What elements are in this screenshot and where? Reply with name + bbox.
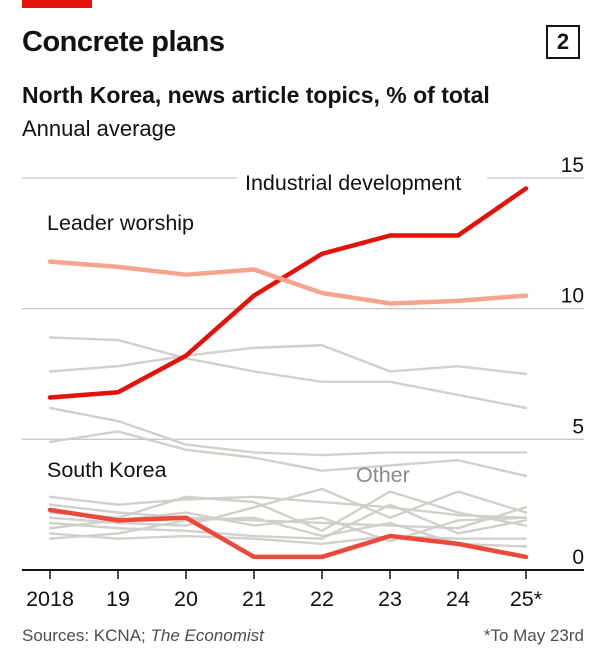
x-tick-label-3: 21 (242, 587, 266, 611)
footnote: *To May 23rd (483, 626, 584, 645)
x-tick-label-1: 19 (106, 587, 130, 611)
series-line-other-6 (48, 430, 528, 478)
x-tick-label-4: 22 (310, 587, 334, 611)
x-tick-label-5: 23 (378, 587, 402, 611)
x-tick-label-6: 24 (446, 587, 470, 611)
chart-subtitle: North Korea, news article topics, % of t… (22, 82, 490, 108)
sources-note: Sources: KCNA; The Economist (22, 626, 264, 646)
series-label-south-korea: South Korea (47, 458, 167, 482)
x-tick-label-0: 2018 (26, 587, 74, 611)
series-line-other-7 (48, 495, 528, 519)
series-line-other-4 (48, 344, 528, 376)
sources-prefix: Sources: KCNA; (22, 626, 151, 645)
series-line-other-5 (48, 406, 528, 457)
series-label-bg-industrial-development (237, 168, 487, 198)
series-line-other-13 (48, 532, 528, 546)
chart-unit-note: Annual average (22, 116, 177, 141)
y-tick-label-0: 0 (572, 546, 584, 569)
series-line-leader-worship (47, 259, 529, 306)
chart-title: Concrete plans (22, 26, 225, 58)
series-line-south-korea (47, 507, 529, 560)
line-chart: 0 5 10 15 Industrial development Leader worsh… (22, 154, 584, 611)
series-line-other-11 (48, 503, 528, 540)
series-line-industrial-development (47, 186, 529, 400)
series-line-other-10 (48, 487, 528, 527)
y-tick-label-10: 10 (561, 285, 584, 308)
sources-publication: The Economist (150, 626, 264, 645)
series-label-industrial-development: Industrial development (245, 171, 461, 195)
x-tick-label-2: 20 (174, 587, 198, 611)
series-line-other (48, 336, 528, 410)
x-tick-label-7: 25* (510, 587, 543, 611)
chart-number-badge: 2 (546, 25, 580, 59)
y-tick-label-5: 5 (572, 415, 584, 438)
series-label-other: Other (356, 463, 410, 487)
series-label-leader-worship: Leader worship (47, 211, 194, 235)
brand-red-tab (22, 0, 92, 8)
series-line-other-9 (48, 490, 528, 532)
y-tick-label-15: 15 (561, 154, 584, 177)
